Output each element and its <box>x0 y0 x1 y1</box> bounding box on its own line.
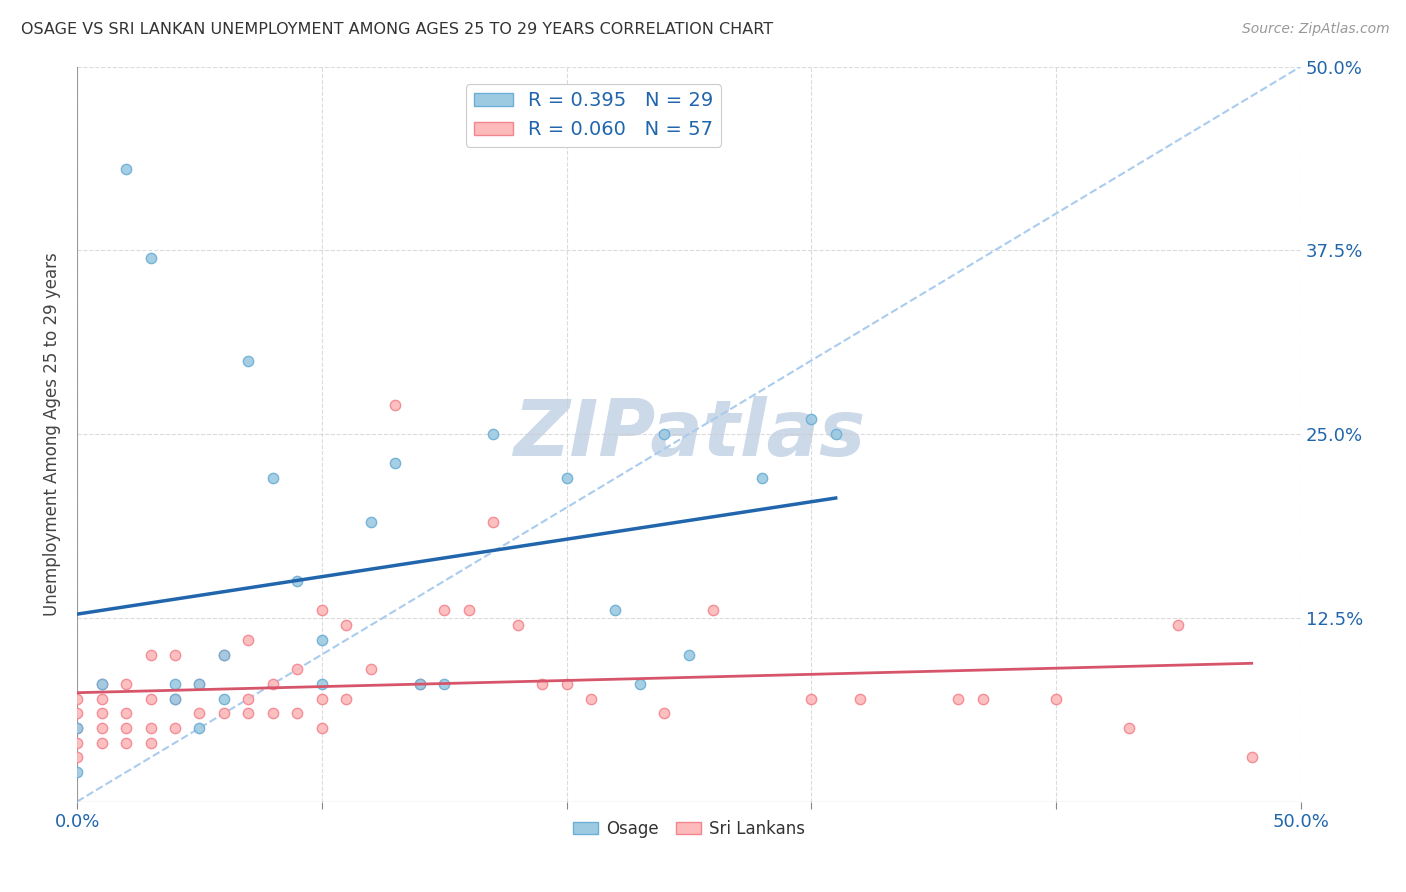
Point <box>262 471 284 485</box>
Point <box>800 691 823 706</box>
Point <box>115 162 138 177</box>
Point <box>457 603 479 617</box>
Point <box>628 677 651 691</box>
Point <box>946 691 969 706</box>
Point <box>115 721 138 735</box>
Point <box>66 721 89 735</box>
Point <box>482 516 505 530</box>
Point <box>238 353 260 368</box>
Point <box>506 618 529 632</box>
Point <box>751 471 773 485</box>
Point <box>678 648 700 662</box>
Point <box>654 427 676 442</box>
Point <box>139 691 162 706</box>
Point <box>824 427 846 442</box>
Point <box>188 706 211 721</box>
Point <box>408 677 430 691</box>
Point <box>90 736 112 750</box>
Point <box>482 427 505 442</box>
Point <box>90 677 112 691</box>
Point <box>555 677 578 691</box>
Point <box>115 736 138 750</box>
Point <box>163 691 186 706</box>
Point <box>972 691 994 706</box>
Point <box>311 691 333 706</box>
Point <box>163 648 186 662</box>
Point <box>90 706 112 721</box>
Point <box>212 691 235 706</box>
Point <box>384 457 406 471</box>
Point <box>66 765 89 780</box>
Point <box>579 691 602 706</box>
Point <box>311 632 333 647</box>
Point <box>238 691 260 706</box>
Point <box>702 603 724 617</box>
Point <box>311 603 333 617</box>
Point <box>360 516 382 530</box>
Point <box>139 736 162 750</box>
Point <box>285 706 308 721</box>
Point <box>800 412 823 426</box>
Point <box>1240 750 1263 764</box>
Point <box>90 721 112 735</box>
Point <box>66 706 89 721</box>
Point <box>188 677 211 691</box>
Point <box>285 662 308 676</box>
Point <box>262 706 284 721</box>
Point <box>66 750 89 764</box>
Point <box>433 677 456 691</box>
Point <box>1045 691 1067 706</box>
Point <box>335 691 357 706</box>
Point <box>849 691 872 706</box>
Point <box>1118 721 1140 735</box>
Point <box>433 603 456 617</box>
Legend: Osage, Sri Lankans: Osage, Sri Lankans <box>567 814 811 845</box>
Point <box>555 471 578 485</box>
Point <box>262 677 284 691</box>
Point <box>115 706 138 721</box>
Point <box>238 632 260 647</box>
Point <box>335 618 357 632</box>
Point <box>531 677 554 691</box>
Point <box>384 398 406 412</box>
Point <box>311 677 333 691</box>
Point <box>360 662 382 676</box>
Text: ZIPatlas: ZIPatlas <box>513 396 865 472</box>
Point <box>654 706 676 721</box>
Point <box>66 736 89 750</box>
Point <box>238 706 260 721</box>
Point <box>605 603 627 617</box>
Point <box>212 648 235 662</box>
Point <box>163 677 186 691</box>
Point <box>163 721 186 735</box>
Point <box>212 648 235 662</box>
Point <box>66 721 89 735</box>
Point <box>311 721 333 735</box>
Y-axis label: Unemployment Among Ages 25 to 29 years: Unemployment Among Ages 25 to 29 years <box>44 252 60 616</box>
Point <box>163 691 186 706</box>
Point <box>285 574 308 588</box>
Point <box>66 691 89 706</box>
Point <box>139 648 162 662</box>
Point <box>90 691 112 706</box>
Point <box>188 721 211 735</box>
Text: Source: ZipAtlas.com: Source: ZipAtlas.com <box>1241 22 1389 37</box>
Point <box>188 677 211 691</box>
Point <box>115 677 138 691</box>
Point <box>212 706 235 721</box>
Point <box>1167 618 1189 632</box>
Point <box>139 251 162 265</box>
Point <box>408 677 430 691</box>
Point <box>90 677 112 691</box>
Point <box>139 721 162 735</box>
Text: OSAGE VS SRI LANKAN UNEMPLOYMENT AMONG AGES 25 TO 29 YEARS CORRELATION CHART: OSAGE VS SRI LANKAN UNEMPLOYMENT AMONG A… <box>21 22 773 37</box>
